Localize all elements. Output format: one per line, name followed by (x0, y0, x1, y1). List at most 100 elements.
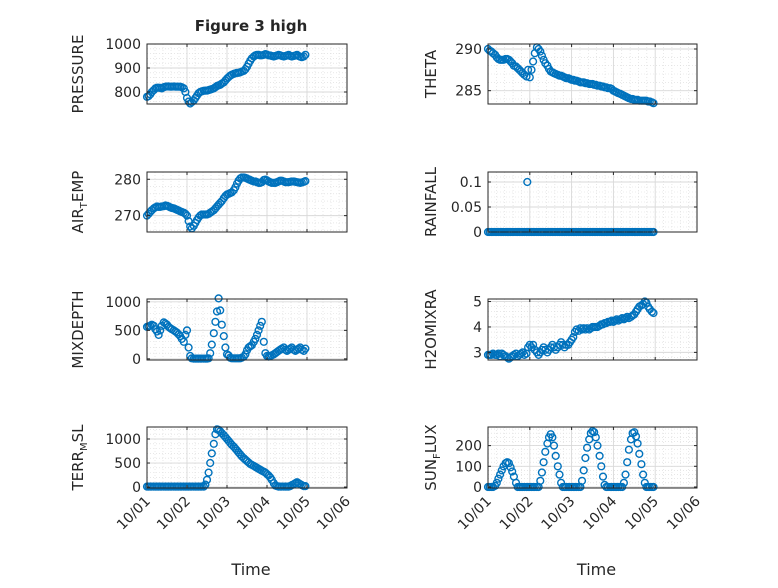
y-axis-label: MIXDEPTH (69, 290, 87, 368)
data-point (209, 439, 218, 448)
data-point (219, 332, 228, 341)
data-point (541, 447, 550, 456)
data-point (590, 428, 599, 437)
data-point (525, 73, 534, 82)
data-point (536, 476, 545, 485)
axes-box (487, 171, 698, 233)
subplot-3: 270 280 AIRTEMP (69, 171, 348, 234)
data-point (257, 317, 266, 326)
y-tick-label: 1000 (105, 295, 141, 311)
x-tick-label: 10/04 (580, 493, 620, 533)
y-tick-label: 0.1 (460, 175, 482, 191)
data-point (181, 330, 190, 340)
data-point (591, 433, 600, 442)
data-point (182, 326, 192, 335)
y-tick-label: 0 (473, 480, 482, 496)
y-tick-label: 1000 (105, 37, 141, 53)
data-point (216, 306, 225, 315)
subplot-1: 800 900 1000 PRESSURE (69, 35, 348, 114)
data-point (595, 451, 604, 461)
data-point (548, 433, 557, 442)
x-tick-label: 10/02 (154, 494, 194, 534)
axes-box (487, 298, 698, 361)
axes-box (146, 298, 348, 361)
data-point (231, 183, 240, 192)
plot-area (147, 44, 347, 104)
data-point (631, 432, 641, 441)
y-axis-label: SUNFLUX (422, 424, 443, 490)
y-tick-label: 4 (473, 320, 482, 336)
axes-box (487, 43, 698, 105)
data-point (184, 97, 193, 106)
x-tick-label: 10/05 (622, 494, 662, 534)
data-point (555, 470, 564, 479)
data-point (207, 449, 216, 458)
data-point (598, 472, 608, 481)
y-tick-label: 5 (473, 295, 482, 311)
data-point (551, 451, 560, 461)
data-point (252, 330, 262, 340)
data-point (182, 211, 192, 220)
y-axis-label: RAINFALL (422, 166, 440, 237)
data-point (503, 353, 512, 362)
data-point (506, 463, 515, 472)
data-point (553, 462, 562, 471)
y-tick-label: 200 (455, 439, 482, 455)
y-axis-label: H2OMIXRA (422, 289, 440, 370)
data-point (202, 475, 212, 484)
data-point (637, 460, 646, 469)
data-point (209, 329, 218, 338)
data-point (638, 470, 648, 479)
x-axis-label: Time (576, 560, 616, 579)
y-tick-label: 900 (114, 61, 141, 77)
data-point (254, 326, 263, 335)
data-point (154, 330, 163, 340)
data-point (621, 314, 630, 323)
subplot-2: 285 290 THETA (422, 42, 698, 108)
data-point (301, 50, 310, 59)
data-point (579, 466, 588, 475)
data-point (528, 340, 538, 349)
data-point (207, 340, 216, 349)
data-point (647, 307, 657, 316)
axes-box (146, 171, 348, 233)
y-axis-label: AIRTEMP (69, 171, 90, 234)
data-point (301, 344, 310, 353)
data-point (623, 458, 632, 467)
data-point (619, 478, 629, 487)
x-tick-label: 10/04 (234, 493, 274, 533)
data-point (494, 474, 503, 483)
axes-box (487, 426, 698, 489)
y-tick-label: 290 (455, 42, 482, 58)
data-point (204, 354, 213, 363)
data-point (508, 467, 517, 476)
data-point (206, 458, 215, 468)
data-point (211, 317, 220, 326)
y-tick-label: 285 (455, 84, 482, 100)
data-point (206, 349, 215, 358)
data-point (635, 449, 644, 459)
data-point (523, 177, 532, 187)
data-point (624, 445, 634, 454)
data-point (586, 429, 595, 438)
x-tick-label: 10/06 (664, 493, 704, 533)
data-point (217, 320, 226, 329)
x-tick-label: 10/01 (455, 494, 495, 534)
data-point (549, 441, 559, 450)
data-point (184, 343, 193, 352)
data-point (623, 312, 632, 321)
data-point (649, 308, 658, 318)
data-point (496, 470, 505, 479)
data-point (204, 468, 213, 477)
y-axis-label: TERRMSL (69, 424, 90, 492)
y-axis-label: PRESSURE (69, 35, 87, 114)
y-tick-label: 0 (132, 480, 141, 496)
y-tick-label: 100 (455, 459, 482, 475)
data-point (241, 350, 250, 359)
data-point (301, 177, 310, 186)
data-point (497, 466, 506, 475)
axes-box (146, 43, 348, 105)
data-point (259, 337, 268, 346)
